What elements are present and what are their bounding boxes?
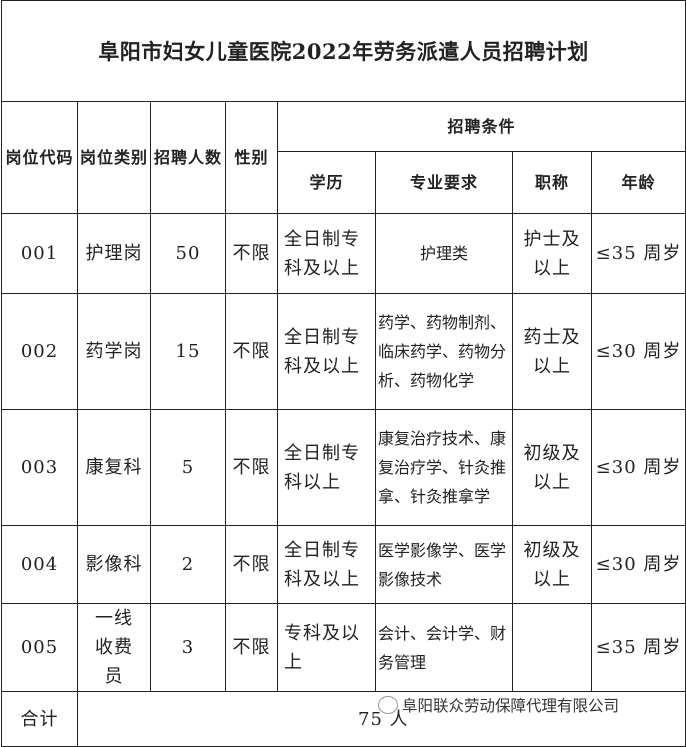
cell-gender: 不限 [225, 293, 278, 410]
cell-major: 医学影像学、医学影像技术 [375, 525, 513, 604]
cell-major: 药学、药物制剂、临床药学、药物分析、药物化学 [375, 293, 513, 410]
cell-code: 005 [1, 603, 78, 692]
cell-gender: 不限 [225, 213, 278, 294]
total-label: 合计 [1, 691, 78, 747]
watermark-text: 阜阳联众劳动保障代理有限公司 [402, 697, 620, 715]
cell-title-rank: 初级及以上 [512, 525, 592, 604]
cell-count: 15 [150, 293, 226, 410]
header-conditions: 招聘条件 [276, 101, 686, 152]
cell-category: 护理岗 [77, 213, 151, 294]
cell-age: ≤35 周岁 [590, 213, 686, 294]
cell-title-rank: 初级及以上 [512, 409, 592, 526]
header-title-rank: 职称 [512, 151, 592, 214]
cell-gender: 不限 [225, 409, 278, 526]
cell-code: 002 [1, 293, 78, 410]
cell-age: ≤35 周岁 [590, 603, 686, 692]
cell-major: 护理类 [375, 213, 513, 294]
cell-age: ≤30 周岁 [590, 409, 686, 526]
header-category: 岗位类别 [77, 101, 151, 214]
table-row: 005 一线收费员 3 不限 专科及以上 会计、会计学、财务管理 ≤35 周岁 [1, 603, 686, 692]
cell-code: 003 [1, 409, 78, 526]
cell-count: 50 [150, 213, 226, 294]
header-major: 专业要求 [375, 151, 513, 214]
header-education: 学历 [277, 151, 376, 214]
page-title: 阜阳市妇女儿童医院2022年劳务派遣人员招聘计划 [0, 0, 686, 102]
cell-gender: 不限 [225, 525, 278, 604]
table-row: 001 护理岗 50 不限 全日制专科及以上 护理类 护士及以上 ≤35 周岁 [1, 213, 686, 294]
cell-count: 5 [150, 409, 226, 526]
cell-title-rank: 药士及以上 [512, 293, 592, 410]
cell-age: ≤30 周岁 [590, 293, 686, 410]
cell-category: 影像科 [77, 525, 151, 604]
cell-major: 康复治疗技术、康复治疗学、针灸推拿、针灸推拿学 [375, 409, 513, 526]
cell-education: 全日制专科及以上 [277, 293, 376, 410]
cell-gender: 不限 [225, 603, 278, 692]
header-age: 年龄 [590, 151, 686, 214]
cell-category: 药学岗 [77, 293, 151, 410]
watermark: 阜阳联众劳动保障代理有限公司 [378, 694, 619, 716]
cell-title-rank: 护士及以上 [512, 213, 592, 294]
cell-count: 2 [150, 525, 226, 604]
cell-category: 康复科 [77, 409, 151, 526]
header-count: 招聘人数 [150, 101, 226, 214]
cell-education: 全日制专科及以上 [277, 213, 376, 294]
cell-education: 全日制专科以上 [277, 409, 376, 526]
cell-code: 001 [1, 213, 78, 294]
header-gender: 性别 [225, 101, 278, 214]
cell-code: 004 [1, 525, 78, 604]
header-code: 岗位代码 [1, 101, 78, 214]
table-row: 004 影像科 2 不限 全日制专科及以上 医学影像学、医学影像技术 初级及以上 ≤30 周岁 [1, 525, 686, 604]
cell-education: 全日制专科及以上 [277, 525, 376, 604]
cell-major: 会计、会计学、财务管理 [375, 603, 513, 692]
wechat-icon [378, 696, 398, 714]
cell-title-rank [512, 603, 592, 692]
table-row: 003 康复科 5 不限 全日制专科以上 康复治疗技术、康复治疗学、针灸推拿、针灸推拿学初… [1, 409, 686, 526]
cell-count: 3 [150, 603, 226, 692]
table-row: 002 药学岗 15 不限 全日制专科及以上 药学、药物制剂、临床药学、药物分析、药物化学… [1, 293, 686, 410]
cell-category: 一线收费员 [77, 603, 151, 692]
cell-age: ≤30 周岁 [590, 525, 686, 604]
cell-education: 专科及以上 [277, 603, 376, 692]
